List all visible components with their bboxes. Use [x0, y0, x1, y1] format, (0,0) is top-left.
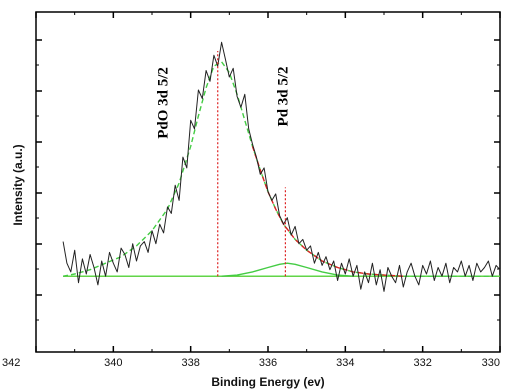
series-fit-red-tail-line [251, 146, 404, 277]
x-tick-label: 336 [259, 357, 277, 369]
x-tick-label: 334 [336, 357, 354, 369]
pdo-3d52-label: PdO 3d 5/2 [155, 67, 171, 139]
x-axis-title: Binding Energy (ev) [211, 375, 324, 389]
x-tick-label: 340 [104, 357, 122, 369]
x-tick-label: 332 [413, 357, 431, 369]
plot-frame [35, 11, 501, 353]
series-measured-line [62, 41, 501, 292]
x-tick-label: 342 [2, 357, 20, 369]
x-tick-label: 338 [181, 357, 199, 369]
pd-3d52-label: Pd 3d 5/2 [275, 66, 291, 126]
x-tick-label: 330 [482, 357, 500, 369]
series-pd-component-line [221, 262, 354, 277]
y-axis-title: Intensity (a.u.) [11, 144, 25, 225]
